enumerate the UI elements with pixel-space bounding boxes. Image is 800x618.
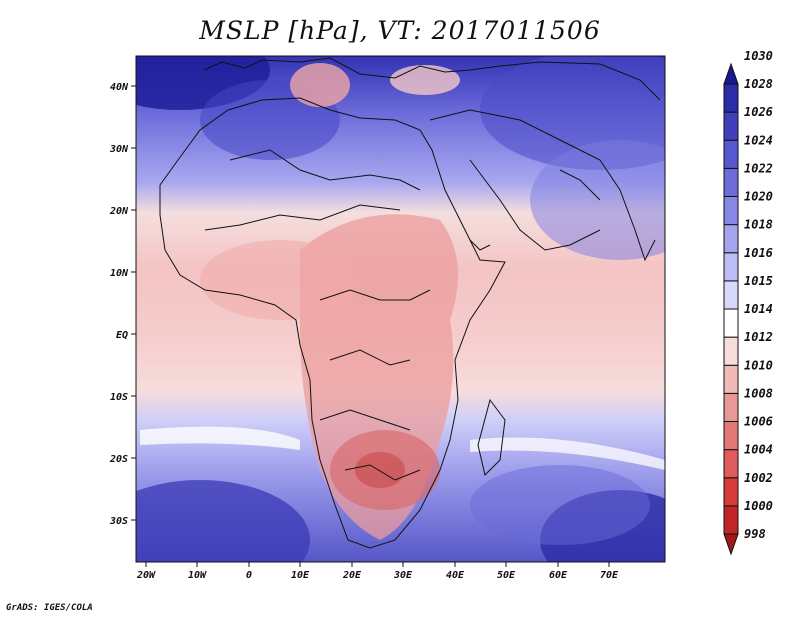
map-title: MSLP [hPa], VT: 2017011506 [199, 16, 601, 45]
colorbar-label: 998 [744, 527, 766, 541]
y-tick-label: 10S [110, 392, 128, 403]
colorbar-label: 1018 [744, 218, 773, 232]
y-axis: 40N 30N 20N 10N EQ 10S 20S 30S [109, 82, 136, 527]
x-tick-label: 60E [549, 570, 568, 581]
colorbar-label: 1004 [744, 443, 773, 457]
colorbar-swatch [723, 252, 739, 282]
x-tick-label: 40E [446, 570, 465, 581]
colorbar-swatch [723, 139, 739, 169]
credit-text: GrADS: IGES/COLA [6, 603, 93, 613]
colorbar-label: 1008 [744, 386, 773, 400]
colorbar-arrow-high [723, 62, 739, 85]
x-tick-label: 30E [393, 570, 413, 581]
colorbar-swatch [723, 308, 739, 338]
colorbar-label: 1028 [744, 77, 773, 91]
colorbar-swatch [723, 280, 739, 310]
x-tick-label: 20W [136, 570, 156, 581]
colorbar-swatch [723, 392, 739, 422]
colorbar-swatch [723, 196, 739, 226]
x-tick-label: 0 [246, 570, 252, 581]
pressure-field [136, 56, 665, 562]
map-frame [135, 55, 666, 563]
colorbar-label: 1026 [744, 105, 773, 119]
y-tick-label: 30N [109, 144, 129, 155]
colorbar-swatch [723, 224, 739, 254]
colorbar-label: 1020 [744, 190, 773, 204]
y-tick-label: 10N [110, 268, 129, 279]
colorbar-swatch [723, 477, 739, 507]
x-tick-label: 10W [188, 570, 207, 581]
colorbar-label: 1016 [744, 246, 773, 260]
colorbar-label: 1006 [744, 415, 773, 429]
colorbar-swatch [723, 167, 739, 197]
colorbar-label: 1014 [744, 302, 773, 316]
colorbar-swatch [723, 421, 739, 451]
colorbar-arrow-low [723, 533, 739, 556]
colorbar-swatch [723, 336, 739, 366]
x-tick-label: 70E [600, 570, 619, 581]
colorbar-label: 1010 [744, 358, 773, 372]
x-tick-label: 10E [291, 570, 310, 581]
coastlines [159, 57, 661, 549]
y-tick-label: 30S [109, 516, 128, 527]
colorbar: 998 1000 1002 1004 1006 1008 1010 1012 1014 1015 1… [723, 49, 773, 556]
colorbar-swatch [723, 83, 739, 113]
colorbar-label: 1015 [744, 274, 773, 288]
x-tick-label: 20E [342, 570, 362, 581]
y-tick-label: 20N [109, 206, 129, 217]
colorbar-swatch [723, 449, 739, 479]
y-tick-label: 20S [109, 454, 128, 465]
x-tick-label: 50E [497, 570, 516, 581]
y-tick-label: EQ [116, 330, 128, 341]
colorbar-swatch [723, 111, 739, 141]
colorbar-label: 1030 [744, 49, 773, 63]
y-tick-label: 40N [110, 82, 129, 93]
colorbar-swatch [723, 505, 739, 535]
x-axis: 20W 10W 0 10E 20E 30E 40E 50E 60E 70E [136, 562, 619, 581]
colorbar-label: 1002 [744, 471, 773, 485]
colorbar-label: 1022 [744, 161, 773, 175]
colorbar-swatch [723, 364, 739, 394]
colorbar-label: 1000 [744, 499, 773, 513]
colorbar-label: 1024 [744, 133, 773, 147]
colorbar-label: 1012 [744, 330, 773, 344]
